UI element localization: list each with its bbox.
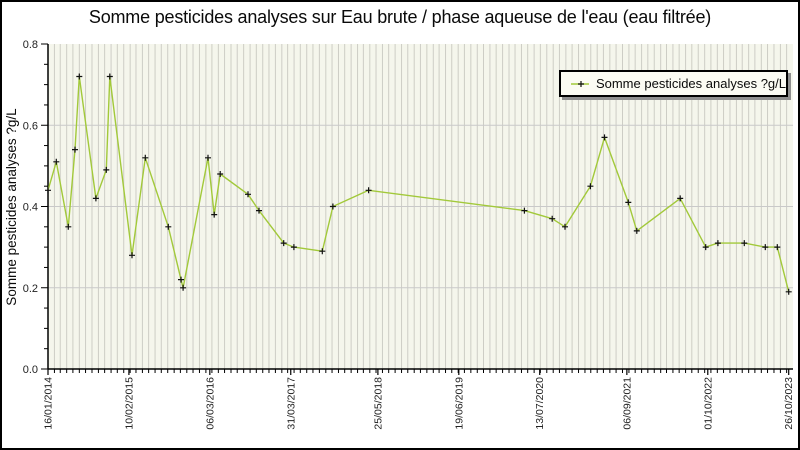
x-tick-label: 31/03/2017 [285, 377, 297, 430]
x-tick-label: 01/10/2022 [702, 377, 714, 430]
series-markers [45, 73, 792, 295]
y-ticks [41, 43, 48, 370]
x-tick-label: 25/05/2018 [372, 377, 384, 430]
chart-title: Somme pesticides analyses sur Eau brute … [88, 7, 712, 27]
legend-series-label: Somme pesticides analyses ?g/L [595, 76, 786, 91]
x-tick-label: 16/01/2014 [43, 377, 55, 430]
y-tick-label: 0.6 [23, 120, 38, 132]
y-tick-label: 0.4 [23, 202, 38, 214]
legend-series-marker-icon [571, 80, 589, 87]
y-tick-labels: 0.0 0.2 0.4 0.6 0.8 [23, 39, 38, 376]
y-tick-label: 0.0 [23, 364, 38, 376]
x-tick-label: 13/07/2020 [534, 377, 546, 430]
x-tick-label: 06/03/2016 [204, 377, 216, 430]
x-tick-label: 26/10/2023 [783, 377, 795, 430]
x-tick-label: 06/09/2021 [621, 377, 633, 430]
x-tick-label: 19/06/2019 [453, 377, 465, 430]
x-tick-labels: 16/01/2014 10/02/2015 06/03/2016 31/03/2017… [43, 369, 795, 430]
data-point-markers [45, 73, 792, 295]
y-tick-label: 0.8 [23, 39, 38, 51]
legend: Somme pesticides analyses ?g/L [559, 70, 788, 97]
x-tick-label: 10/02/2015 [123, 377, 135, 430]
y-tick-label: 0.2 [23, 283, 38, 295]
